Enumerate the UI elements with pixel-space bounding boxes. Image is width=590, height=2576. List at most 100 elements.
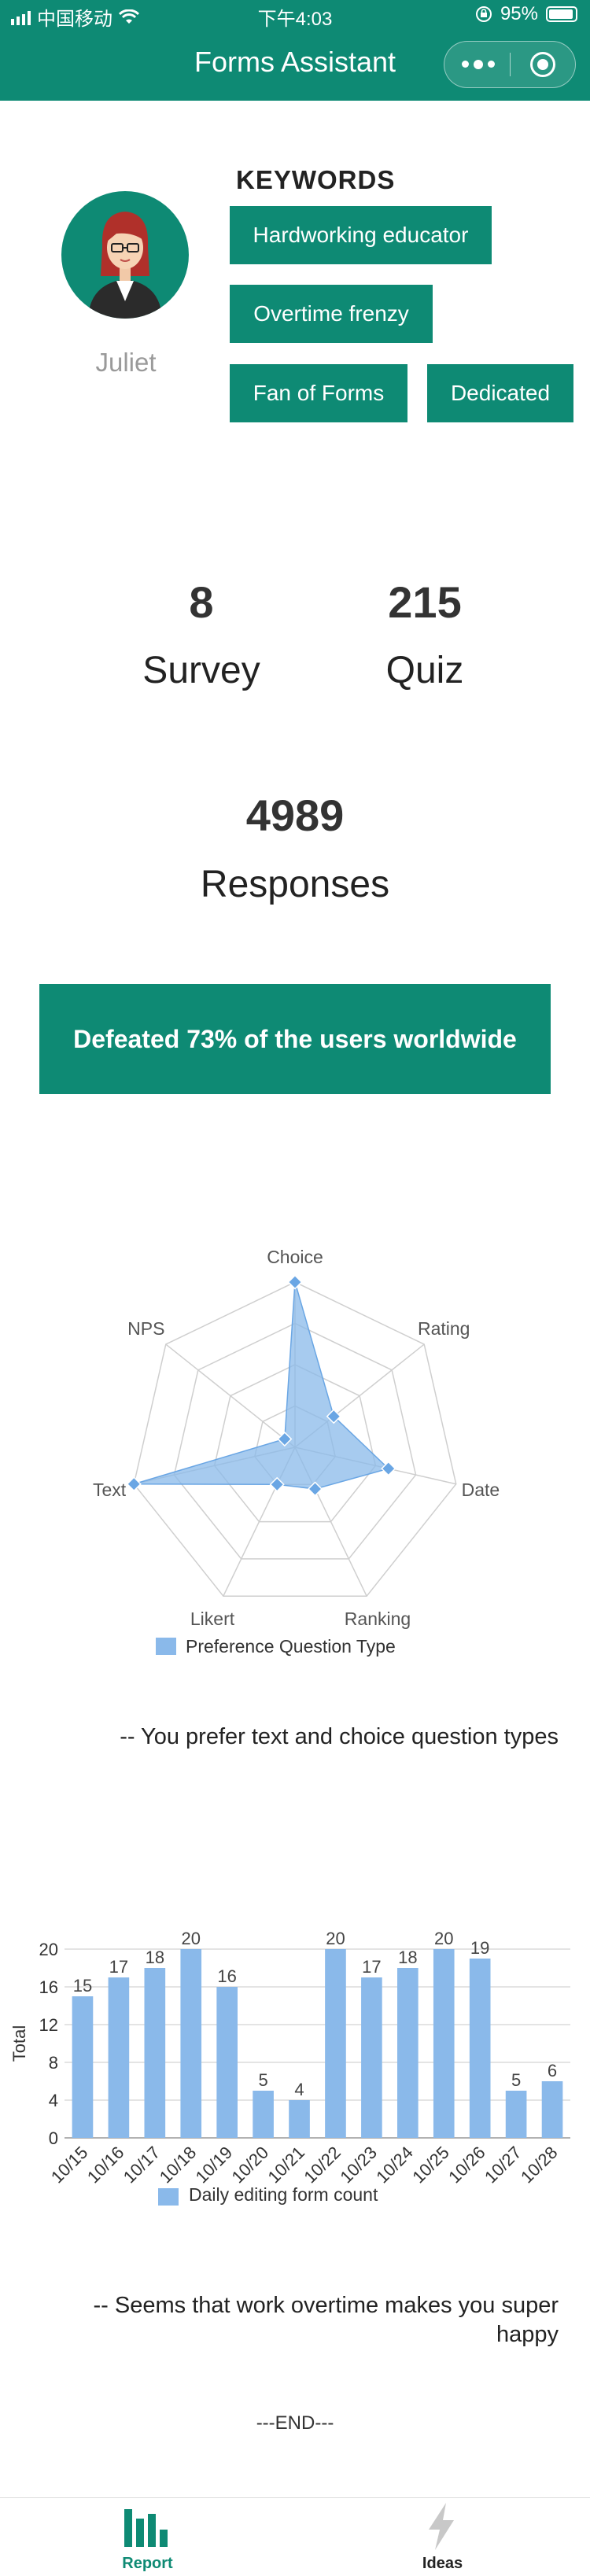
bar: [469, 1959, 491, 2138]
bar: [216, 1987, 238, 2138]
bar-data-label: 17: [109, 1957, 128, 1977]
bar-legend-label: Daily editing form count: [189, 2184, 378, 2205]
rotation-lock-icon: [475, 6, 492, 22]
mini-program-capsule: [444, 41, 576, 88]
bar-data-label: 5: [258, 2070, 267, 2090]
status-right: 95%: [475, 3, 577, 25]
bar: [72, 1996, 94, 2138]
tab-ideas-label: Ideas: [422, 2555, 463, 2572]
bar-y-axis-label: Total: [9, 2025, 29, 2062]
tab-ideas[interactable]: Ideas: [295, 2498, 590, 2576]
bar-x-tick: 10/18: [156, 2143, 201, 2187]
bar-caption-line1: -- Seems that work overtime makes you su…: [93, 2293, 559, 2318]
status-left: 中国移动: [11, 3, 139, 31]
bar-data-label: 20: [434, 1929, 453, 1948]
responses-label: Responses: [200, 864, 390, 905]
bar: [144, 1968, 166, 2138]
bar-y-tick: 20: [39, 1940, 58, 1959]
bar-x-tick: 10/15: [47, 2143, 92, 2187]
radar-axis-label: Choice: [267, 1247, 323, 1267]
bar-x-tick: 10/17: [120, 2143, 164, 2187]
bar-legend: Daily editing form count: [158, 2184, 378, 2206]
bar-x-tick: 10/24: [372, 2143, 417, 2187]
bar-caption-line2: happy: [496, 2322, 559, 2347]
status-bar: 中国移动 下午4:03 95%: [0, 0, 590, 31]
keyword-tag: Fan of Forms: [230, 364, 407, 422]
bar-data-label: 20: [326, 1929, 345, 1948]
survey-label: Survey: [142, 650, 260, 691]
bar: [433, 1949, 455, 2138]
bar-x-tick: 10/23: [336, 2143, 381, 2187]
bar-x-tick: 10/28: [517, 2143, 562, 2187]
bar-x-tick: 10/27: [481, 2143, 525, 2187]
bar-data-label: 17: [362, 1957, 381, 1977]
keyword-tag: Dedicated: [427, 364, 573, 422]
radar-legend-swatch: [156, 1638, 176, 1655]
quiz-label: Quiz: [385, 650, 464, 691]
bar: [361, 1977, 382, 2138]
bar-data-label: 4: [294, 2080, 304, 2099]
radar-legend-label: Preference Question Type: [186, 1636, 396, 1657]
survey-count: 8: [189, 577, 214, 627]
page-title: Forms Assistant: [194, 46, 396, 78]
bar-y-tick: 12: [39, 2015, 58, 2035]
radar-caption: -- You prefer text and choice question t…: [120, 1724, 559, 1749]
bar-data-label: 19: [470, 1938, 489, 1958]
bar-x-tick: 10/26: [444, 2143, 489, 2187]
nav-bar: Forms Assistant: [0, 31, 590, 101]
radar-axis-label: Rating: [418, 1318, 470, 1339]
radar-axis-label: NPS: [127, 1318, 164, 1339]
capsule-divider: [510, 53, 511, 76]
bar-x-tick: 10/22: [300, 2143, 345, 2187]
bar-x-tick: 10/16: [83, 2143, 128, 2187]
close-target-icon[interactable]: [530, 52, 555, 77]
radar-point: [307, 1481, 323, 1497]
bar-data-label: 16: [217, 1966, 236, 1986]
radar-point: [269, 1476, 285, 1492]
tab-report[interactable]: Report: [0, 2498, 295, 2576]
signal-icon: [11, 9, 31, 25]
bar-data-label: 6: [548, 2061, 557, 2080]
ranking-banner: Defeated 73% of the users worldwide: [39, 984, 551, 1094]
radar-grid-ring: [133, 1281, 457, 1597]
battery-icon: [546, 6, 577, 22]
radar-grid-ring: [173, 1322, 417, 1560]
bar: [108, 1977, 130, 2138]
bar: [397, 1968, 419, 2138]
bar-y-tick: 16: [39, 1977, 58, 1997]
battery-percent: 95%: [500, 3, 538, 24]
bar-data-label: 18: [398, 1948, 417, 1967]
bar-data-label: 18: [146, 1948, 164, 1967]
bar: [253, 2091, 274, 2138]
responses-count: 4989: [245, 790, 345, 840]
keyword-tag: Overtime frenzy: [230, 285, 433, 343]
bar-legend-swatch: [158, 2188, 179, 2206]
bar-chart: 0 4 8 12 16 20 Total 15 10/15 17 10/16 18 10/17 20 10/…: [9, 1929, 570, 2206]
bar: [180, 1949, 202, 2138]
radar-grid-ring: [213, 1364, 377, 1523]
bar: [325, 1949, 346, 2138]
radar-axis-label: Ranking: [345, 1609, 411, 1629]
bar-chart-icon: [124, 2509, 168, 2547]
end-marker: ---END---: [256, 2412, 334, 2434]
radar-point: [287, 1274, 303, 1290]
radar-axis-line: [165, 1343, 296, 1448]
lightning-icon: [429, 2503, 454, 2550]
tab-report-label: Report: [122, 2555, 173, 2572]
keywords-title: KEYWORDS: [236, 165, 396, 194]
radar-point: [126, 1476, 142, 1492]
radar-point: [381, 1461, 396, 1476]
bar-data-label: 20: [182, 1929, 201, 1948]
bar: [541, 2081, 563, 2138]
radar-axis-label: Date: [462, 1480, 500, 1500]
bar-x-tick: 10/25: [408, 2143, 453, 2187]
more-icon[interactable]: [460, 60, 496, 70]
radar-point: [277, 1431, 293, 1447]
keyword-tag: Hardworking educator: [230, 206, 492, 264]
radar-point: [326, 1409, 341, 1424]
wifi-icon: [119, 9, 139, 24]
radar-legend: Preference Question Type: [156, 1636, 396, 1657]
carrier-label: 中国移动: [37, 9, 112, 30]
avatar-illustration: [88, 212, 162, 319]
bar-y-tick: 8: [49, 2053, 58, 2073]
